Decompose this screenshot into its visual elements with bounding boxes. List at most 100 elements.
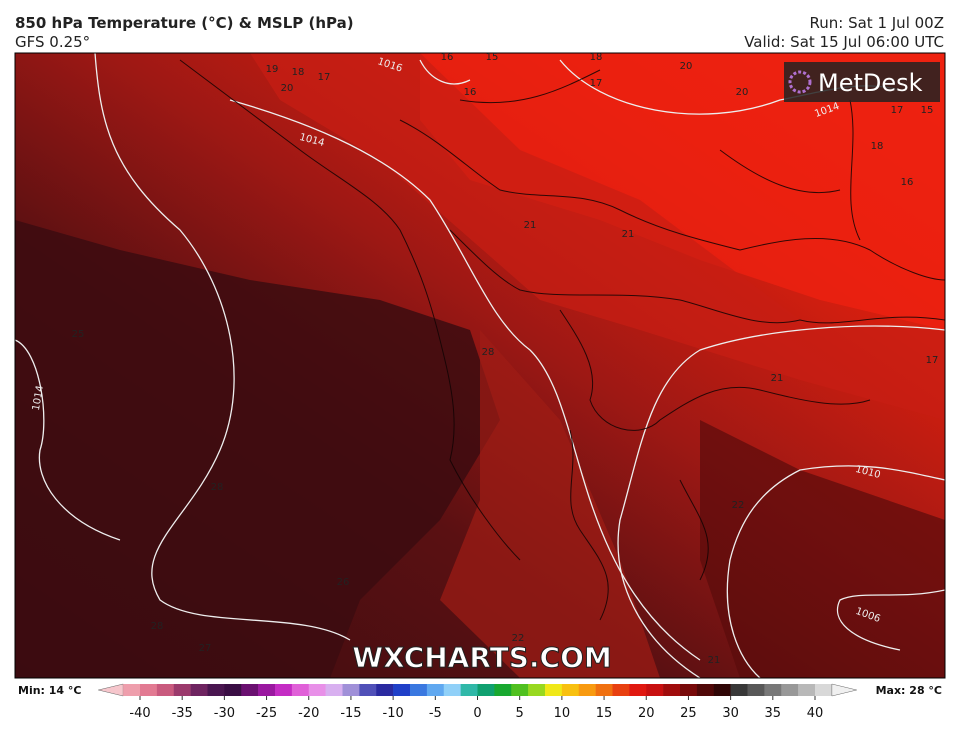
colorbar-swatch [156,684,175,696]
colorbar-swatch [561,684,580,696]
temperature-label: 21 [708,655,721,666]
mid-zone [250,53,945,420]
temperature-label: 17 [318,72,331,83]
plume [440,330,660,678]
colorbar-swatch [207,684,225,696]
valid: Valid: Sat 15 Jul 06:00 UTC [744,33,944,51]
map-frame [14,52,946,679]
colorbar-swatch [224,684,242,696]
colorbar-tick-label: -20 [298,706,319,721]
colorbar-swatch [477,684,495,696]
min-label: Min: 14 °C [18,684,82,697]
colorbar-swatch [696,684,715,696]
colorbar-swatch [815,684,833,696]
colorbar-swatch [798,684,816,696]
colorbar-swatch [528,684,546,696]
colorbar-tick-label: 40 [807,706,824,721]
temperature-label: 15 [486,52,499,63]
colorbar-swatch [629,684,647,696]
colorbar-swatch [494,684,512,696]
colorbar-tick-label: -30 [214,706,235,721]
colorbar-swatch [241,684,259,696]
temperature-label: 20 [680,61,693,72]
colorbar-swatch [291,684,310,696]
isobar-label: 1014 [31,385,46,412]
colorbar-tick-label: -25 [256,706,277,721]
isobars [15,53,945,678]
colorbar-swatch [680,684,698,696]
colorbar-swatch [578,684,596,696]
colorbar-swatch [325,684,343,696]
colorbar-tick-label: 30 [722,706,739,721]
colorbar-cap [831,683,857,697]
hot-zone [15,220,500,678]
temperature-label: 15 [921,105,934,116]
colorbar-swatch [308,684,326,696]
colorbar-swatch [612,684,630,696]
colorbar-swatch [190,684,208,696]
colorbar-tick-label: -15 [340,706,361,721]
colorbar-swatch [443,684,461,696]
title: 850 hPa Temperature (°C) & MSLP (hPa) [15,14,354,32]
temperature-label: 21 [622,229,635,240]
temperature-label: 20 [736,87,749,98]
colorbar-swatch [426,684,445,696]
colorbar-tick-label: -40 [129,706,150,721]
temperature-label: 17 [891,105,904,116]
temperature-label: 18 [292,67,305,78]
colorbar-tick-label: -5 [429,706,442,721]
colorbar-tick-label: -10 [383,706,404,721]
logo-text: MetDesk [818,69,923,97]
colorbar-swatch [747,684,765,696]
temperature-label: 18 [590,52,603,63]
map [15,53,945,678]
warm-zone [420,53,945,330]
colorbar-swatch [663,684,681,696]
east-zone [700,420,945,678]
temperature-label: 17 [590,78,603,89]
model: GFS 0.25° [15,33,90,51]
colorbar-tick-label: -35 [172,706,193,721]
colorbar-swatch [410,684,428,696]
colorbar-tick-label: 20 [638,706,655,721]
colorbar-swatch [173,684,191,696]
temperature-label: 27 [199,643,212,654]
logo-box: MetDesk [784,62,940,102]
colorbar-cap [98,683,124,697]
logo-icon [788,70,812,94]
temperature-label: 21 [771,373,784,384]
colorbar-swatch [393,684,411,696]
colorbar-tick-label: 10 [554,706,571,721]
temperature-label: 22 [512,633,525,644]
temperature-label: 16 [441,52,454,63]
temperature-label: 17 [926,355,939,366]
colorbar-tick-label: 0 [473,706,481,721]
colorbar-tick-label: 5 [516,706,524,721]
temperature-label: 28 [211,482,224,493]
colorbar-swatch [342,684,360,696]
colorbar-swatch [258,684,276,696]
colorbar-swatch [730,684,748,696]
borders [179,59,945,621]
colorbar-swatch [595,684,613,696]
colorbar-swatch [123,684,141,696]
colorbar-tick-label: 35 [765,706,782,721]
colorbar-swatch [781,684,799,696]
temperature-label: 25 [72,329,85,340]
temperature-label: 16 [464,87,477,98]
colorbar-swatch [359,684,377,696]
colorbar-swatch [275,684,293,696]
colorbar-swatch [376,684,394,696]
watermark: WXCHARTS.COM [352,641,612,674]
temperature-label: 16 [901,177,914,188]
colorbar-tick-label: 15 [596,706,613,721]
colorbar-swatch [511,684,529,696]
colorbar-swatch [460,684,478,696]
colorbar-swatch [646,684,664,696]
temperature-label: 26 [337,577,350,588]
colorbar-tick-label: 25 [680,706,697,721]
colorbar-swatch [545,684,563,696]
temperature-label: 21 [524,220,537,231]
colorbar: -40 -35 -30 -25 -20 -15 -10 -5 0 5 10 15 20 25 30 35 40 [98,683,857,721]
run: Run: Sat 1 Jul 00Z [810,14,945,32]
